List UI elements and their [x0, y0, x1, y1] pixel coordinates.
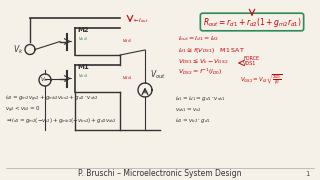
Text: $v_{bs2}$: $v_{bs2}$ — [78, 36, 89, 43]
Text: FORCE: FORCE — [243, 56, 259, 61]
Text: $\leftarrow I_{out}$: $\leftarrow I_{out}$ — [132, 17, 149, 25]
Text: $i_{d2} = v_{b2} \cdot g_{d1}$: $i_{d2} = v_{b2} \cdot g_{d1}$ — [175, 116, 211, 125]
Text: $V_k$: $V_k$ — [13, 43, 23, 56]
Text: $I_{out} = I_{d1} = I_{d2}$: $I_{out} = I_{d1} = I_{d2}$ — [178, 34, 219, 43]
Text: M2: M2 — [77, 27, 89, 33]
Text: $V_{DS1} \leq V_k - V_{GS2}$: $V_{DS1} \leq V_k - V_{GS2}$ — [178, 57, 228, 66]
Text: VDS1: VDS1 — [243, 61, 256, 66]
Text: $V_{DS2} = f^{-1}(I_{D0})$: $V_{DS2} = f^{-1}(I_{D0})$ — [178, 67, 223, 77]
Text: $v_{ds1}$: $v_{ds1}$ — [122, 74, 133, 82]
Text: 1: 1 — [306, 171, 310, 177]
Text: M1: M1 — [77, 64, 89, 70]
Text: $V_{out}$: $V_{out}$ — [150, 69, 166, 81]
Text: $V_{GS2} = V_{t2}\sqrt{\frac{2I_{D0}}{\beta_2}}$: $V_{GS2} = V_{t2}\sqrt{\frac{2I_{D0}}{\b… — [240, 72, 283, 87]
Text: $I_{d1} \cong f(V_{DS1})$   M1 SAT: $I_{d1} \cong f(V_{DS1})$ M1 SAT — [178, 46, 245, 55]
Text: $R_{out} = r_{d1} + r_{d2}(1 + g_{m2}r_{d1})$: $R_{out} = r_{d1} + r_{d2}(1 + g_{m2}r_{… — [203, 15, 301, 28]
Text: $\Rightarrow i_{d2} = g_{m2}(-v_{s2}) + g_{mb2}(-v_{bs2}) + g_{d2}v_{ds2}$: $\Rightarrow i_{d2} = g_{m2}(-v_{s2}) + … — [5, 116, 117, 125]
Text: $i_{a1} = i_{d1} = g_{d1} \cdot v_{ds1}$: $i_{a1} = i_{d1} = g_{d1} \cdot v_{ds1}$ — [175, 94, 226, 103]
Text: $v_{ds2}$: $v_{ds2}$ — [122, 37, 133, 45]
Text: $v_{g2} < v_{b2} = 0$: $v_{g2} < v_{b2} = 0$ — [5, 105, 40, 115]
Text: $i_{d2} = g_{m2}v_{gs2} + g_{mb2}v_{bs2} + g_{d2} \cdot v_{ds2}$: $i_{d2} = g_{m2}v_{gs2} + g_{mb2}v_{bs2}… — [5, 94, 99, 104]
Text: $V_{in}$: $V_{in}$ — [41, 76, 50, 84]
Text: P. Bruschi – Microelectronic System Design: P. Bruschi – Microelectronic System Desi… — [78, 170, 242, 179]
Text: $v_{ds1} = v_{s2}$: $v_{ds1} = v_{s2}$ — [175, 106, 201, 114]
Text: $v_{bs1}$: $v_{bs1}$ — [78, 73, 89, 80]
